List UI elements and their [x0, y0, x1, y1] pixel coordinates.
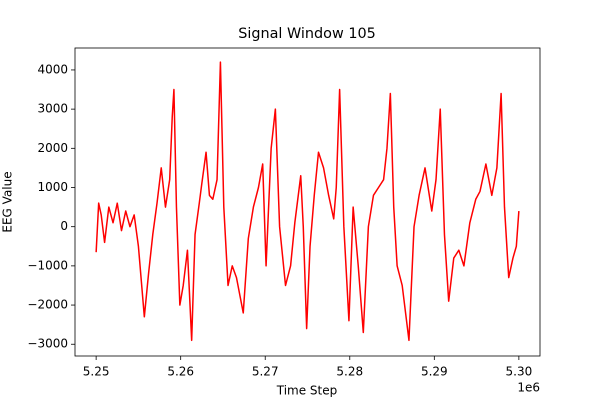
x-offset-label: 1e6 — [517, 381, 540, 395]
y-tick-label: 2000 — [37, 141, 68, 155]
x-tick-label: 5.29 — [421, 365, 448, 379]
y-tick-label: 1000 — [37, 180, 68, 194]
y-tick-label: 0 — [60, 219, 68, 233]
x-tick-label: 5.30 — [506, 365, 533, 379]
y-tick-label: 3000 — [37, 102, 68, 116]
x-tick-label: 5.28 — [336, 365, 363, 379]
y-tick-label: 4000 — [37, 62, 68, 76]
y-tick-label: −1000 — [27, 258, 68, 272]
x-axis-label: Time Step — [276, 384, 338, 398]
y-axis-label: EEG Value — [1, 171, 15, 232]
x-tick-label: 5.27 — [252, 365, 279, 379]
data-line — [95, 61, 520, 342]
y-tick-label: −3000 — [27, 337, 68, 351]
y-tick-label: −2000 — [27, 298, 68, 312]
axes-frame — [74, 47, 541, 357]
chart-title: Signal Window 105 — [238, 26, 376, 42]
x-tick-label: 5.25 — [83, 365, 110, 379]
x-tick-label: 5.26 — [167, 365, 194, 379]
